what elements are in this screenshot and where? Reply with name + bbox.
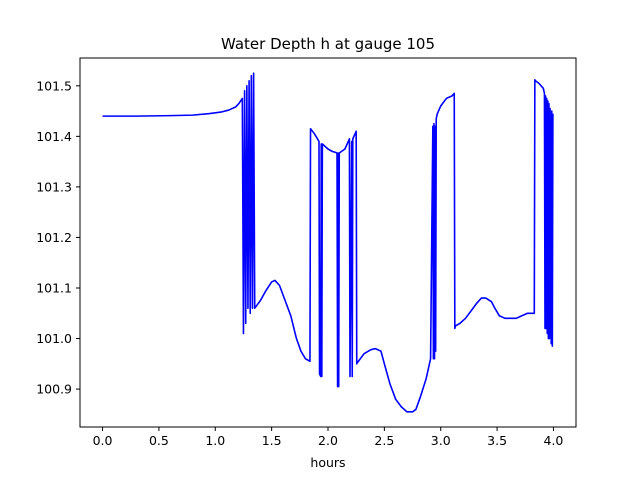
y-tick-label: 101.2: [36, 230, 72, 245]
y-tick-label: 101.1: [36, 280, 72, 295]
x-tick-label: 0.0: [93, 433, 113, 448]
chart-title: Water Depth h at gauge 105: [221, 35, 435, 53]
x-tick-label: 4.0: [544, 433, 564, 448]
plot-background: [80, 58, 576, 427]
x-axis: 0.0 0.5 1.0 1.5 2.0 2.5 3.0 3.5 4.0: [93, 427, 564, 448]
x-tick-label: 2.0: [318, 433, 338, 448]
x-tick-label: 2.5: [374, 433, 394, 448]
y-tick-label: 101.3: [36, 179, 72, 194]
y-tick-label: 101.0: [36, 331, 72, 346]
y-tick-label: 101.5: [36, 78, 72, 93]
x-tick-label: 1.0: [205, 433, 225, 448]
y-tick-label: 101.4: [36, 129, 72, 144]
y-tick-label: 100.9: [36, 382, 72, 397]
x-tick-label: 0.5: [149, 433, 169, 448]
plot-area: [79, 57, 577, 428]
x-axis-label: hours: [310, 455, 345, 470]
x-tick-label: 3.5: [487, 433, 507, 448]
series-layer: [102, 72, 554, 413]
x-tick-label: 1.5: [262, 433, 282, 448]
series-line-0: [102, 72, 554, 413]
x-tick-label: 3.0: [431, 433, 451, 448]
y-axis: 100.9 101.0 101.1 101.2 101.3 101.4 101.5: [36, 78, 80, 397]
